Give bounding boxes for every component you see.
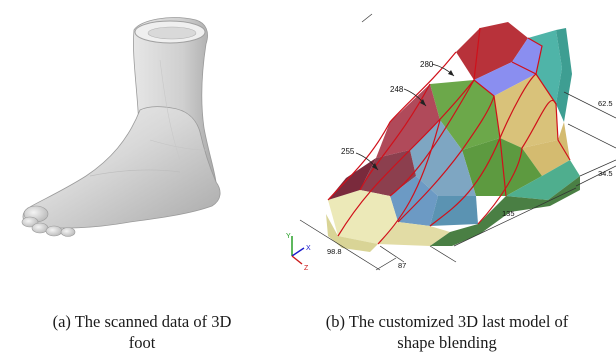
patch-edges: [327, 27, 571, 245]
caption-a-line1: (a) The scanned data of 3D: [52, 312, 232, 331]
last-model-panel: 280 248 255 62.5 34.5 135 98.8 87: [280, 0, 616, 300]
girth-annotations: 280 248 255: [341, 60, 455, 171]
caption-panel-a: (a) The scanned data of 3D foot: [14, 311, 270, 353]
dimension-labels: 62.5 34.5 135 98.8 87: [327, 99, 613, 270]
coordinate-axes: Y X Z: [286, 233, 311, 272]
axis-label-z: Z: [304, 265, 309, 272]
girth-label-248: 248: [390, 85, 404, 94]
caption-b-line1: (b) The customized 3D last model of: [325, 312, 569, 331]
dim-label-62-5: 62.5: [598, 99, 613, 108]
dim-label-135: 135: [502, 209, 515, 218]
dim-label-98-8: 98.8: [327, 247, 342, 256]
toes: [21, 205, 76, 237]
caption-panel-b: (b) The customized 3D last model of shap…: [278, 311, 616, 353]
dim-label-87: 87: [398, 261, 406, 270]
dimension-lines: [299, 91, 616, 271]
scanned-foot-panel: [0, 0, 290, 300]
girth-label-280: 280: [420, 60, 434, 69]
last-model-image: 280 248 255 62.5 34.5 135 98.8 87: [286, 13, 616, 272]
dim-label-34-5: 34.5: [598, 169, 613, 178]
scanned-foot-image: [21, 17, 221, 237]
caption-a-line2: foot: [128, 333, 156, 352]
axis-label-y: Y: [286, 233, 291, 240]
caption-b-line2: shape blending: [397, 333, 497, 352]
axis-label-x: X: [306, 245, 311, 252]
last-surface-patches: [326, 22, 580, 252]
girth-label-255: 255: [341, 147, 355, 156]
